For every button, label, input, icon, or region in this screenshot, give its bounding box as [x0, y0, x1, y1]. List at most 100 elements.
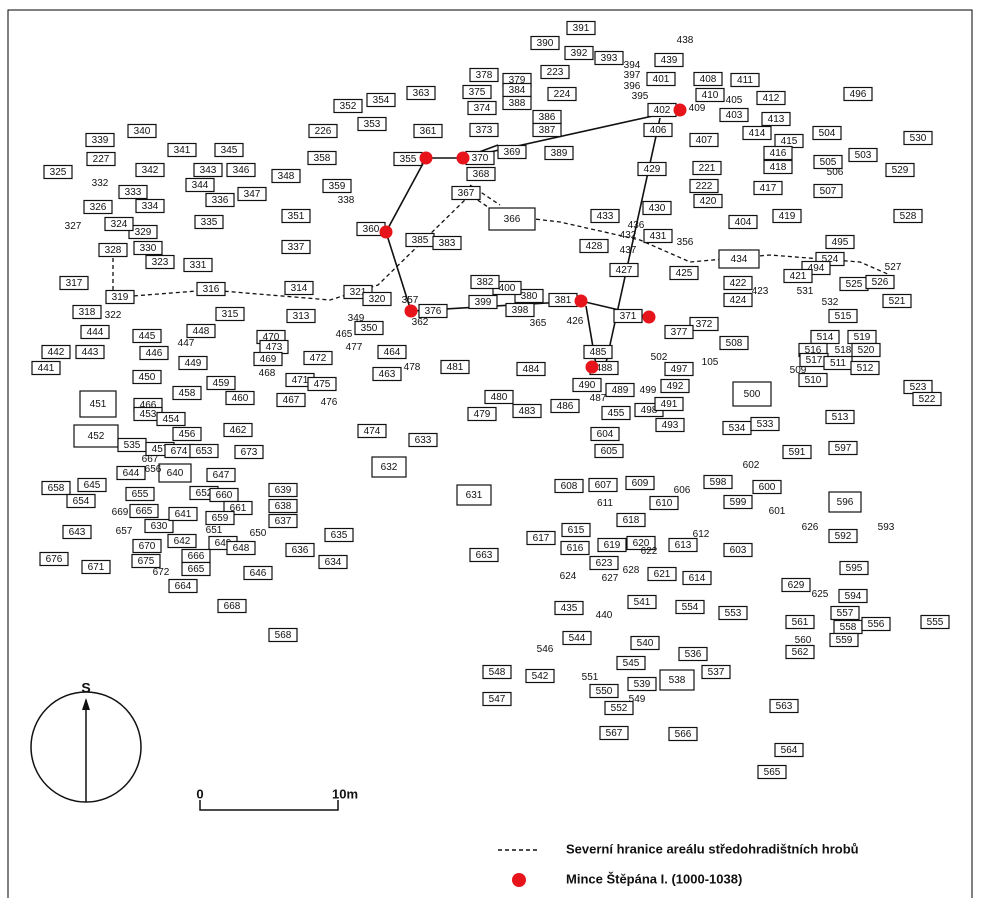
grave-label: 436	[628, 220, 645, 231]
grave-label: 223	[547, 67, 564, 78]
grave	[630, 635, 660, 651]
grave-label: 642	[174, 536, 191, 547]
grave	[642, 200, 672, 216]
grave-label: 483	[519, 406, 536, 417]
grave-label: 510	[805, 375, 822, 386]
grave	[526, 530, 556, 546]
grave-label: 533	[757, 419, 774, 430]
grave	[516, 361, 546, 377]
grave	[813, 183, 843, 199]
grave	[66, 493, 96, 509]
grave	[682, 570, 712, 586]
grave-label: 386	[539, 112, 556, 123]
grave	[566, 20, 596, 36]
grave	[882, 293, 912, 309]
grave	[167, 533, 197, 549]
grave	[781, 577, 811, 593]
grave-label: 592	[835, 531, 852, 542]
grave	[723, 542, 753, 558]
grave-label: 615	[568, 525, 585, 536]
grave-label: 406	[650, 125, 667, 136]
grave-label: 506	[827, 167, 844, 178]
grave-label: 631	[466, 490, 483, 501]
grave-label: 342	[142, 165, 159, 176]
grave-label: 330	[140, 243, 157, 254]
grave	[839, 560, 869, 576]
grave-label: 554	[682, 602, 699, 613]
coins	[379, 103, 687, 374]
grave	[234, 444, 264, 460]
grave-label: 456	[179, 429, 196, 440]
grave-label: 645	[84, 480, 101, 491]
grave	[85, 132, 115, 148]
grave	[307, 150, 337, 166]
grave-label: 499	[640, 385, 657, 396]
grave-label: 623	[596, 558, 613, 569]
grave	[703, 474, 733, 490]
grave	[763, 145, 793, 161]
grave	[689, 178, 719, 194]
grave-label: 458	[179, 388, 196, 399]
grave-label: 500	[744, 389, 761, 400]
grave-label: 531	[797, 286, 814, 297]
coin	[419, 151, 433, 165]
grave-label: 408	[700, 74, 717, 85]
grave-label: 478	[404, 362, 421, 373]
grave-label: 105	[702, 357, 719, 368]
grave	[357, 116, 387, 132]
grave	[861, 616, 891, 632]
grave-label: 366	[504, 214, 521, 225]
grave-label: 544	[569, 633, 586, 644]
boundary-line	[469, 184, 501, 206]
grave	[851, 342, 881, 358]
grave-label: 447	[178, 338, 195, 349]
grave-label: 591	[789, 447, 806, 458]
grave-label: 650	[250, 528, 267, 539]
compass-arrow	[82, 698, 90, 710]
grave-label: 388	[509, 98, 526, 109]
grave-label: 472	[310, 353, 327, 364]
grave	[829, 632, 859, 648]
grave	[144, 518, 174, 534]
grave	[763, 159, 793, 175]
grave-label: 457	[152, 444, 169, 455]
grave	[318, 554, 348, 570]
grave	[579, 238, 609, 254]
grave-label: 377	[671, 327, 688, 338]
grave-label: 567	[606, 728, 623, 739]
grave	[456, 484, 492, 506]
grave-label: 611	[597, 498, 613, 509]
grave	[594, 50, 624, 66]
grave	[798, 372, 828, 388]
grave-label: 511	[830, 358, 846, 369]
grave	[544, 145, 574, 161]
grave	[98, 242, 128, 258]
grave-label: 430	[649, 203, 666, 214]
grave-label: 517	[806, 355, 823, 366]
grave-label: 324	[111, 219, 128, 230]
grave-label: 464	[384, 347, 401, 358]
grave-label: 350	[361, 323, 378, 334]
grave-label: 534	[729, 423, 746, 434]
grave	[497, 144, 527, 160]
grave-label: 497	[671, 364, 688, 375]
grave-label: 314	[291, 283, 308, 294]
grave-label: 368	[473, 169, 490, 180]
grave	[772, 208, 802, 224]
grave-label: 657	[116, 526, 133, 537]
grave	[131, 553, 161, 569]
grave	[590, 208, 620, 224]
grave	[488, 207, 536, 231]
grave-label: 372	[696, 319, 713, 330]
grave-label: 471	[292, 375, 309, 386]
grave	[828, 440, 858, 456]
grave	[865, 274, 895, 290]
grave-label: 646	[250, 568, 267, 579]
grave	[281, 239, 311, 255]
grave-label: 437	[620, 245, 637, 256]
grave	[668, 537, 698, 553]
grave-label: 226	[315, 126, 332, 137]
grave-label: 352	[340, 101, 357, 112]
grave	[413, 123, 443, 139]
grave-label: 595	[846, 563, 863, 574]
